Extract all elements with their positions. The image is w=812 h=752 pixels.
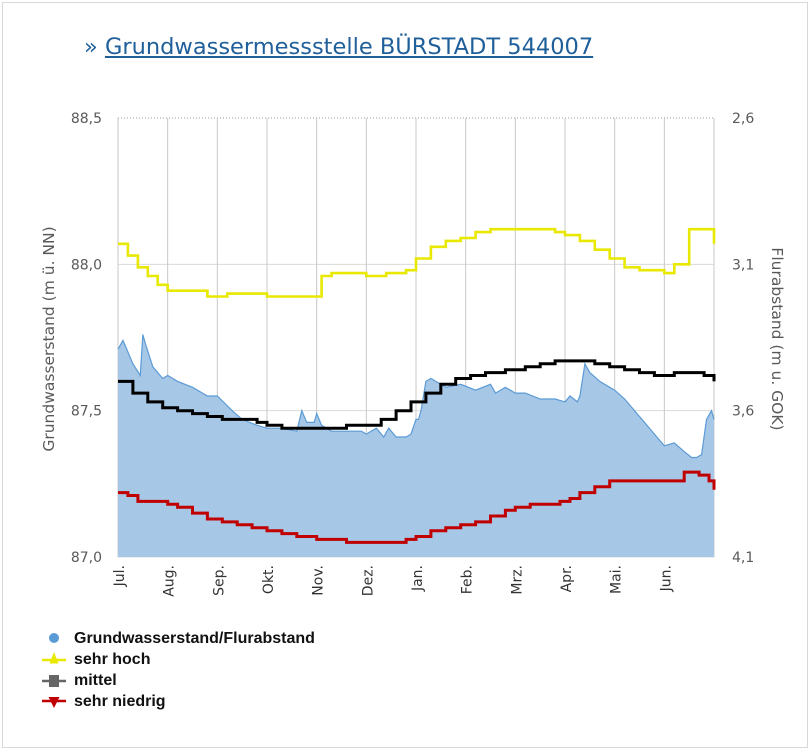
legend-marker-sehr-niedrig <box>42 697 66 708</box>
x-tick-label: Nov. <box>311 565 327 596</box>
x-tick-label: Apr. <box>559 565 575 592</box>
legend-item-sehr-hoch: sehr hoch <box>40 649 315 670</box>
legend-marker-grundwasserstand-flurabstand <box>49 633 59 643</box>
y-tick-label: 88,5 <box>71 111 102 127</box>
title-prefix: » <box>84 34 98 60</box>
groundwater-chart: 88,5 2,6 88,0 3,1 87,5 3,6 87,0 4,1 Jul. Aug. Sep.… <box>40 111 786 597</box>
y2-tick-label: 3,1 <box>732 257 754 273</box>
x-tick-label: Jul. <box>112 565 128 587</box>
legend-item-sehr-niedrig: sehr niedrig <box>40 691 315 712</box>
series-line-mittel <box>118 359 716 430</box>
x-tick-label: Feb. <box>460 565 476 594</box>
x-tick-label: Jan. <box>410 565 426 592</box>
x-tick-label: Aug. <box>162 565 178 597</box>
x-tick-label: Mai. <box>609 565 625 594</box>
legend-label: Grundwasserstand/Flurabstand <box>74 629 315 647</box>
legend-label: sehr hoch <box>74 650 151 668</box>
series-group <box>117 227 716 557</box>
axes: 88,5 2,6 88,0 3,1 87,5 3,6 87,0 4,1 Jul. Aug. Sep.… <box>71 111 755 597</box>
y-tick-label: 88,0 <box>71 257 102 273</box>
series-line-sehr-niedrig <box>118 470 716 544</box>
legend-item-mittel: mittel <box>40 670 315 691</box>
y-tick-label: 87,0 <box>71 550 102 566</box>
y-tick-label: 87,5 <box>71 404 102 420</box>
legend-label: mittel <box>74 671 117 689</box>
x-tick-label: Mrz. <box>509 565 525 595</box>
series-line-sehr-hoch <box>118 227 716 298</box>
legend-marker-sehr-hoch <box>42 652 66 664</box>
x-tick-label: Jun. <box>658 565 674 592</box>
legend-label: sehr niedrig <box>74 692 166 710</box>
x-tick-label: Dez. <box>360 565 376 596</box>
legend-item-grundwasserstand-flurabstand: Grundwasserstand/Flurabstand <box>40 628 315 649</box>
series-line-grundwasserstand-flurabstand <box>117 334 715 459</box>
y2-tick-label: 4,1 <box>732 550 754 566</box>
legend: Grundwasserstand/Flurabstand sehr hoch mit… <box>40 628 315 712</box>
y2-tick-label: 3,6 <box>732 404 754 420</box>
y-axis-label: Grundwasserstand (m ü. NN) <box>40 226 58 451</box>
station-link[interactable]: Grundwassermessstelle BÜRSTADT 544007 <box>104 34 594 60</box>
legend-marker-mittel <box>42 675 66 687</box>
chart-title: » Grundwassermessstelle BÜRSTADT 544007 <box>84 34 593 60</box>
y2-axis-label: Flurabstand (m u. GOK) <box>768 247 786 430</box>
x-tick-label: Sep. <box>211 565 227 596</box>
x-tick-label: Okt. <box>261 565 277 594</box>
y2-tick-label: 2,6 <box>732 111 754 127</box>
